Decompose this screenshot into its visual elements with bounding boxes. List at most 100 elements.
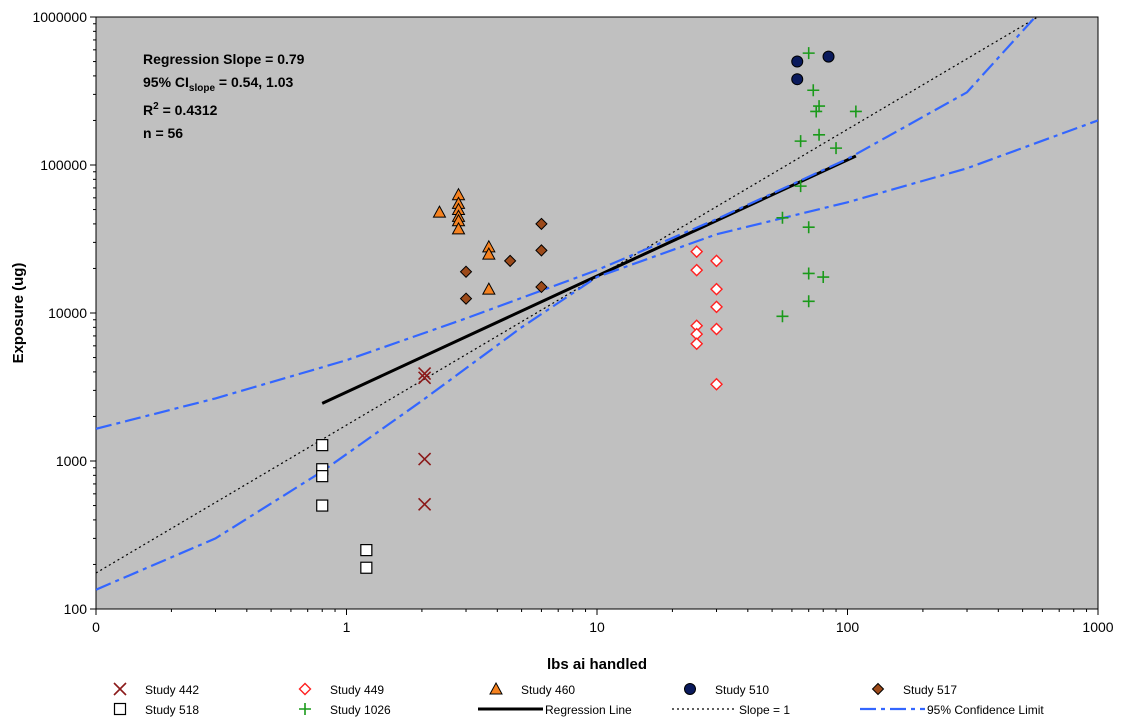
legend-label-4: Study 510: [715, 683, 769, 697]
annotation-r2: R2 = 0.4312: [143, 101, 218, 118]
y-tick-label-1: 100: [64, 601, 88, 617]
point-s7-7: [830, 142, 843, 155]
x-tick-label-5: 1000: [1082, 619, 1113, 635]
point-s7-4: [813, 100, 826, 113]
point-s7-9: [794, 180, 807, 193]
legend-label-2: Study 449: [330, 683, 384, 697]
lines-layer: [96, 17, 1098, 591]
line-4: [96, 119, 1098, 591]
point-s3-9: [481, 247, 496, 260]
x-tick-label-3: 10: [589, 619, 605, 635]
legend-symbol-3: [489, 681, 503, 695]
plot-area: [95, 16, 1099, 610]
legend-label-7: Study 1026: [330, 703, 391, 717]
legend-symbol-2: [298, 682, 312, 696]
point-s2-6: [710, 254, 724, 268]
legend-label-1: Study 442: [145, 683, 199, 697]
legend-item-7: Study 1026: [299, 703, 391, 717]
point-s5-1: [459, 265, 473, 278]
point-s2-10: [710, 377, 724, 391]
legend-item-2: Study 449: [298, 682, 384, 697]
point-s2-1: [690, 245, 704, 259]
series-2: [690, 245, 724, 391]
x-tick-label-2: 1: [343, 619, 351, 635]
x-tick-label-4: 100: [836, 619, 860, 635]
point-s7-12: [802, 267, 815, 280]
y-axis-label: Exposure (ug): [10, 263, 27, 364]
point-s4-3: [822, 50, 835, 63]
point-s2-9: [710, 322, 724, 336]
point-s3-10: [481, 282, 496, 295]
point-s2-8: [710, 300, 724, 314]
point-s3-1: [432, 205, 447, 218]
point-s7-1: [802, 47, 815, 60]
point-s7-5: [813, 128, 826, 141]
series-1: [418, 366, 432, 511]
series-5: [459, 217, 548, 305]
legend-item-6: Study 518: [113, 702, 199, 717]
legend-symbol-6: [113, 702, 127, 716]
legend-item-4: Study 510: [684, 683, 769, 697]
point-s7-11: [802, 221, 815, 234]
point-s5-2: [459, 292, 473, 305]
point-s7-2: [807, 84, 820, 97]
point-s5-3: [503, 254, 517, 268]
point-s5-5: [535, 244, 548, 257]
legend-symbol-4: [684, 683, 696, 695]
annotation-ci: 95% CIslope = 0.54, 1.03: [143, 74, 293, 94]
point-s6-5: [360, 544, 373, 557]
x-tick-label-1: 0: [92, 619, 100, 635]
point-s7-3: [810, 105, 823, 118]
y-tick-label-5: 1000000: [32, 9, 87, 25]
y-tick-label-3: 10000: [48, 305, 87, 321]
point-s1-3: [418, 452, 432, 466]
point-s2-2: [690, 263, 704, 277]
legend-item-10: 95% Confidence Limit: [860, 703, 1044, 717]
point-s7-10: [776, 211, 789, 224]
legend-label-3: Study 460: [521, 683, 575, 697]
legend: Study 442 Study 449 Study 460 Study 510 Stud…: [113, 681, 1044, 717]
annotation-n: n = 56: [143, 125, 183, 141]
point-s4-2: [791, 73, 804, 86]
legend-item-3: Study 460: [489, 681, 575, 697]
legend-item-1: Study 442: [113, 682, 199, 697]
line-3: [96, 17, 1037, 430]
legend-label-6: Study 518: [145, 703, 199, 717]
y-tick-label-2: 1000: [56, 453, 87, 469]
point-s5-4: [535, 217, 548, 231]
point-s4-1: [791, 55, 804, 68]
point-s6-1: [316, 439, 329, 452]
legend-label-8: Regression Line: [545, 703, 632, 717]
legend-symbol-5: [871, 682, 885, 696]
y-tick-label-4: 100000: [40, 157, 87, 173]
point-s7-6: [794, 135, 807, 148]
point-s6-6: [360, 561, 373, 574]
point-s1-2: [418, 371, 432, 385]
point-s7-8: [849, 105, 862, 118]
legend-item-8: Regression Line: [478, 703, 632, 717]
series-6: [316, 439, 373, 574]
legend-item-9: Slope = 1: [672, 703, 790, 717]
point-s6-4: [316, 499, 329, 512]
legend-label-9: Slope = 1: [739, 703, 790, 717]
annotation-slope: Regression Slope = 0.79: [143, 51, 305, 67]
point-s5-6: [535, 280, 548, 294]
legend-item-5: Study 517: [871, 682, 957, 697]
series-4: [791, 50, 835, 86]
series-3: [432, 187, 496, 295]
series-7: [776, 47, 862, 323]
points-layer: [316, 47, 862, 574]
legend-symbol-7: [299, 703, 311, 715]
axes: 0 1 10 100 1000 100 1000 10000 100000 1000000: [32, 9, 1113, 635]
point-s7-15: [776, 310, 789, 323]
point-s6-3: [316, 470, 329, 483]
point-s1-4: [418, 497, 432, 511]
legend-symbol-1: [113, 682, 127, 696]
point-s2-7: [710, 282, 724, 296]
point-s3-7: [451, 221, 466, 235]
point-s7-14: [802, 295, 815, 308]
line-1: [321, 154, 857, 405]
point-s2-5: [690, 337, 704, 351]
point-s1-1: [418, 366, 432, 381]
